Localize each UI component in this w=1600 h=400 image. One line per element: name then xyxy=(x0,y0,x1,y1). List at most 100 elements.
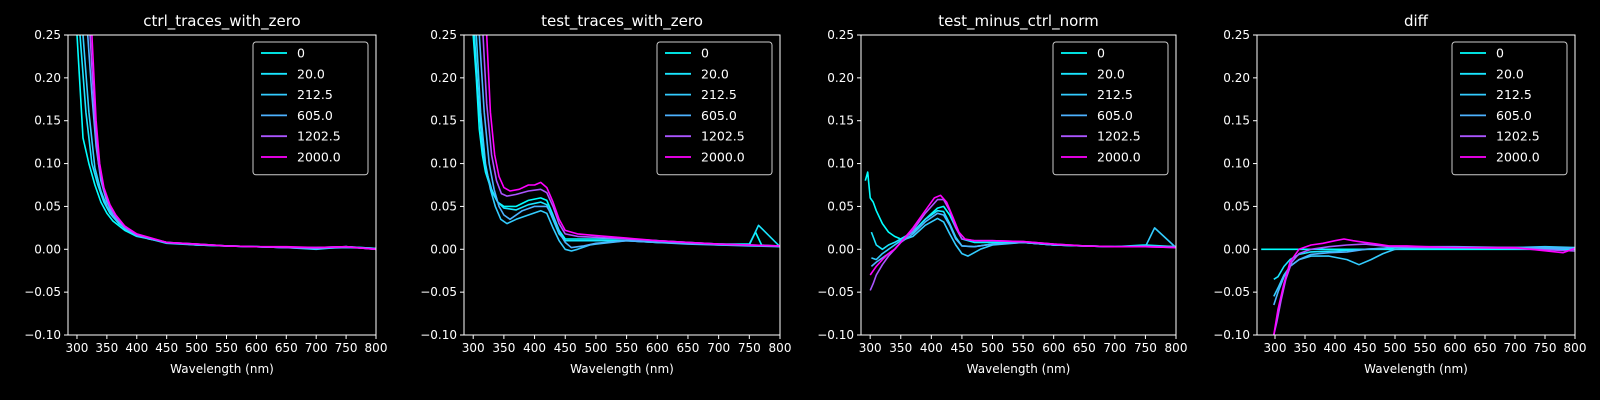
legend-label: 2000.0 xyxy=(297,150,341,165)
x-axis-label: Wavelength (nm) xyxy=(967,362,1071,376)
y-tick-label: −0.10 xyxy=(1213,328,1250,342)
y-tick-label: 0.00 xyxy=(34,242,61,256)
plot-frame xyxy=(860,34,1177,336)
series-line-2000.0 xyxy=(1273,238,1575,335)
y-tick-label: 0.20 xyxy=(34,71,61,85)
x-tick-label: 300 xyxy=(462,341,485,355)
series-group xyxy=(864,171,1176,291)
y-tick-label: 0.05 xyxy=(430,199,457,213)
legend-label: 1202.5 xyxy=(1097,129,1141,144)
series-line-2000.0 xyxy=(869,194,1176,276)
y-tick-label: −0.05 xyxy=(420,285,457,299)
legend-label: 1202.5 xyxy=(701,129,745,144)
y-tick-label: 0.20 xyxy=(430,71,457,85)
series-line-605.0 xyxy=(478,35,780,249)
x-tick-label: 400 xyxy=(125,341,148,355)
series-group xyxy=(76,35,376,251)
x-tick-label: 800 xyxy=(365,341,388,355)
legend-label: 0 xyxy=(701,46,709,61)
y-tick-label: 0.15 xyxy=(34,114,61,128)
legend-label: 2000.0 xyxy=(701,150,745,165)
y-tick-label: −0.05 xyxy=(817,285,854,299)
legend-label: 212.5 xyxy=(297,87,333,102)
y-tick-label: 0.05 xyxy=(1223,199,1250,213)
x-tick-label: 800 xyxy=(1165,341,1188,355)
plot-frame xyxy=(67,34,377,336)
y-tick-label: 0.25 xyxy=(827,28,854,42)
legend-label: 605.0 xyxy=(701,108,737,123)
x-tick-label: 800 xyxy=(769,341,792,355)
legend-label: 20.0 xyxy=(297,66,325,81)
y-tick-label: 0.20 xyxy=(827,71,854,85)
y-tick-label: 0.25 xyxy=(34,28,61,42)
x-tick-label: 400 xyxy=(920,341,943,355)
x-tick-label: 700 xyxy=(305,341,328,355)
legend: 0 20.0 212.5 605.0 1202.5 2000.0 xyxy=(656,41,773,176)
legend-box xyxy=(1052,41,1169,176)
legend-label: 605.0 xyxy=(297,108,333,123)
legend-label: 605.0 xyxy=(1496,108,1532,123)
y-tick-label: 0.10 xyxy=(34,157,61,171)
y-tick-label: 0.00 xyxy=(827,242,854,256)
legend-label: 20.0 xyxy=(1496,66,1524,81)
chart-panel-4: diff 300 350 400 450 500 550 600 650 700 750 800 −0.… xyxy=(1213,12,1586,376)
legend: 0 20.0 212.5 605.0 1202.5 2000.0 xyxy=(252,41,369,176)
x-tick-label: 350 xyxy=(1294,341,1317,355)
x-tick-label: 650 xyxy=(677,341,700,355)
y-tick-label: 0.00 xyxy=(430,242,457,256)
series-group xyxy=(1261,238,1575,335)
y-tick-label: −0.05 xyxy=(1213,285,1250,299)
series-line-2000.0 xyxy=(485,35,780,247)
x-tick-label: 550 xyxy=(615,341,638,355)
y-tick-label: 0.10 xyxy=(430,157,457,171)
y-tick-label: 0.05 xyxy=(34,199,61,213)
legend-label: 20.0 xyxy=(1097,66,1125,81)
x-tick-label: 300 xyxy=(1264,341,1287,355)
chart-panel-1: ctrl_traces_with_zero 300 350 400 450 500 550 6… xyxy=(24,12,387,376)
x-tick-label: 500 xyxy=(1384,341,1407,355)
legend-label: 212.5 xyxy=(1496,87,1532,102)
plot-frame xyxy=(463,34,781,336)
y-tick-label: 0.25 xyxy=(430,28,457,42)
x-axis-label: Wavelength (nm) xyxy=(570,362,674,376)
y-tick-label: −0.05 xyxy=(24,285,61,299)
chart-title: diff xyxy=(1404,12,1429,30)
x-tick-label: 650 xyxy=(1073,341,1096,355)
x-axis-label: Wavelength (nm) xyxy=(1364,362,1468,376)
x-tick-label: 550 xyxy=(215,341,238,355)
x-tick-label: 700 xyxy=(707,341,730,355)
y-tick-label: 0.15 xyxy=(430,114,457,128)
x-tick-label: 750 xyxy=(1134,341,1157,355)
x-axis-label: Wavelength (nm) xyxy=(170,362,274,376)
chart-title: ctrl_traces_with_zero xyxy=(143,12,300,31)
chart-title: test_minus_ctrl_norm xyxy=(938,12,1099,31)
legend-box xyxy=(656,41,773,176)
y-tick-label: 0.25 xyxy=(1223,28,1250,42)
x-tick-label: 600 xyxy=(245,341,268,355)
series-line-2000.0 xyxy=(91,35,376,251)
x-tick-label: 800 xyxy=(1564,341,1587,355)
x-tick-label: 600 xyxy=(646,341,669,355)
legend-label: 0 xyxy=(297,46,305,61)
chart-title: test_traces_with_zero xyxy=(541,12,703,31)
series-group xyxy=(472,35,780,252)
x-tick-label: 350 xyxy=(492,341,515,355)
x-tick-label: 350 xyxy=(889,341,912,355)
legend-label: 605.0 xyxy=(1097,108,1133,123)
x-tick-label: 500 xyxy=(981,341,1004,355)
legend-box xyxy=(252,41,369,176)
chart-panel-2: test_traces_with_zero 300 350 400 450 500 550 6… xyxy=(420,12,791,376)
legend-label: 212.5 xyxy=(701,87,737,102)
x-tick-label: 300 xyxy=(66,341,89,355)
y-tick-label: 0.15 xyxy=(827,114,854,128)
legend-label: 2000.0 xyxy=(1097,150,1141,165)
x-tick-label: 600 xyxy=(1042,341,1065,355)
x-tick-label: 450 xyxy=(950,341,973,355)
x-tick-label: 650 xyxy=(1474,341,1497,355)
y-tick-label: −0.10 xyxy=(817,328,854,342)
legend-label: 212.5 xyxy=(1097,87,1133,102)
legend: 0 20.0 212.5 605.0 1202.5 2000.0 xyxy=(1052,41,1169,176)
x-tick-label: 450 xyxy=(554,341,577,355)
y-tick-label: 0.20 xyxy=(1223,71,1250,85)
y-tick-label: 0.10 xyxy=(827,157,854,171)
